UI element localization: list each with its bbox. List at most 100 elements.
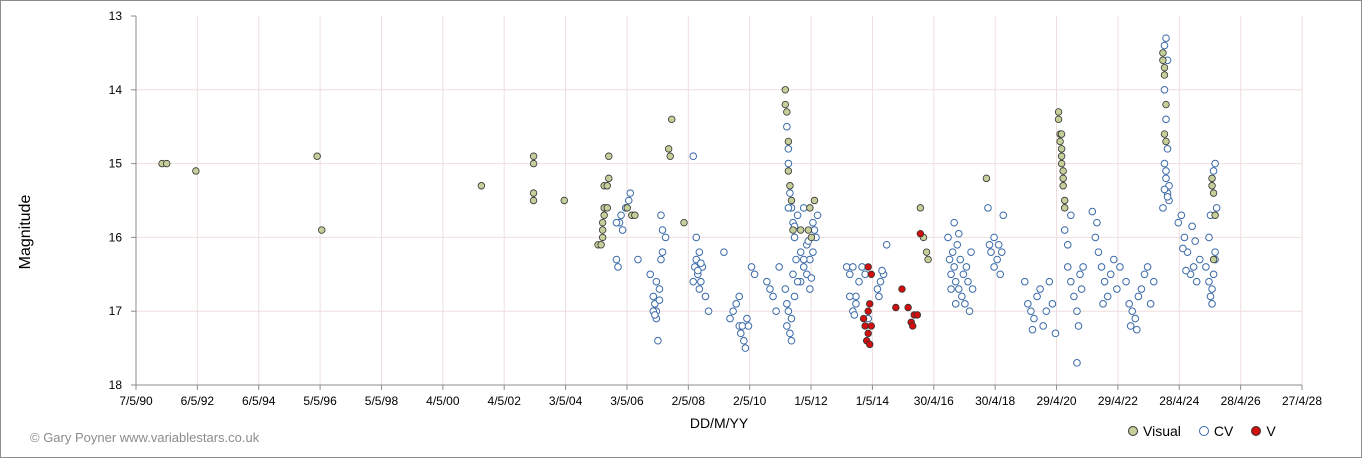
data-point-visual [1057, 130, 1066, 138]
data-point-cv [959, 270, 968, 279]
data-point-cv [1162, 167, 1170, 175]
data-point-v [867, 322, 875, 330]
data-point-v [866, 340, 874, 349]
data-point-cv [985, 240, 994, 249]
data-point-cv [965, 307, 974, 316]
data-point-cv [658, 226, 667, 234]
data-point-cv [852, 292, 860, 301]
legend: Visual CV V [1128, 423, 1276, 439]
data-point-cv [1212, 204, 1221, 212]
data-point-visual [1054, 115, 1063, 124]
data-point-cv [743, 314, 751, 323]
data-point-visual [1209, 255, 1218, 264]
data-point-visual [1060, 204, 1069, 212]
data-point-cv [661, 233, 670, 242]
data-point-cv [855, 277, 863, 286]
data-point-cv [655, 296, 664, 304]
data-point-v [864, 329, 872, 338]
data-point-visual [1057, 145, 1066, 153]
data-point-cv [634, 255, 642, 264]
data-point-v [864, 263, 872, 271]
data-point-visual [1162, 100, 1170, 109]
data-point-cv [1076, 270, 1084, 279]
data-point-cv [649, 292, 658, 301]
data-point-cv [1174, 218, 1183, 227]
data-point-cv [1063, 240, 1072, 249]
data-point-cv [813, 211, 822, 220]
data-point-cv [858, 263, 866, 271]
data-point-cv [1163, 145, 1172, 153]
data-point-visual [1211, 211, 1219, 219]
data-point-visual [786, 182, 794, 190]
x-axis-label: DD/M/YY [689, 415, 749, 431]
data-point-cv [1134, 292, 1143, 301]
data-point-cv [614, 263, 622, 271]
data-point-cv [781, 285, 790, 293]
data-point-cv [876, 277, 885, 286]
data-point-cv [783, 300, 791, 308]
data-point-cv [1094, 248, 1103, 256]
data-point-cv [958, 292, 966, 301]
data-point-visual [1057, 152, 1066, 160]
data-point-cv [655, 285, 664, 293]
data-point-visual [631, 211, 639, 219]
data-point-cv [1182, 266, 1190, 275]
data-point-cv [747, 263, 756, 271]
data-point-visual [1160, 63, 1169, 72]
data-point-cv [1030, 314, 1038, 323]
data-point-cv [612, 255, 621, 264]
data-point-visual [603, 204, 611, 212]
x-tick-label: 30/4/18 [975, 394, 1015, 408]
data-point-cv [882, 240, 891, 249]
x-tick-label: 1/5/14 [856, 394, 890, 408]
data-point-cv [1091, 233, 1100, 242]
data-point-cv [809, 218, 817, 227]
data-point-cv [772, 307, 780, 316]
data-point-cv [626, 189, 635, 197]
data-point-cv [799, 204, 808, 212]
data-point-cv [1067, 277, 1075, 286]
data-point-cv [1042, 307, 1051, 316]
data-point-visual [1059, 182, 1067, 190]
data-point-visual [560, 196, 568, 205]
data-point-cv [1116, 263, 1124, 271]
data-point-visual [163, 159, 171, 168]
data-point-cv [736, 329, 745, 338]
data-point-cv [1205, 277, 1213, 286]
x-tick-label: 3/5/04 [549, 394, 583, 408]
data-point-cv [1126, 322, 1135, 330]
data-point-cv [657, 211, 665, 220]
data-point-visual [664, 145, 673, 153]
data-point-cv [954, 285, 963, 293]
data-point-cv [1140, 270, 1149, 279]
data-point-cv [953, 240, 962, 249]
data-point-visual [1059, 174, 1067, 183]
data-point-cv [1067, 211, 1075, 220]
data-point-cv [783, 322, 791, 330]
data-point-cv [842, 263, 851, 271]
data-point-cv [1122, 277, 1130, 286]
data-point-cv [790, 233, 799, 242]
x-tick-label: 30/4/16 [914, 394, 954, 408]
y-tick-label: 17 [109, 304, 123, 318]
data-point-cv [1189, 263, 1198, 271]
data-point-cv [799, 263, 808, 271]
data-point-cv [1088, 207, 1097, 216]
data-point-visual [1159, 56, 1167, 64]
data-point-visual [781, 100, 790, 109]
data-point-cv [726, 314, 734, 323]
data-point-visual [922, 248, 931, 256]
data-point-cv [1143, 263, 1152, 271]
data-point-cv [1110, 255, 1118, 264]
data-point-visual [603, 182, 611, 190]
data-point-visual [1208, 174, 1216, 183]
data-point-cv [810, 226, 819, 234]
data-point-visual [529, 159, 538, 168]
data-point-cv [1073, 359, 1081, 367]
data-point-visual [598, 226, 607, 234]
legend-item-v: V [1251, 423, 1276, 439]
x-tick-label: 29/4/22 [1098, 394, 1138, 408]
x-tick-label: 4/5/02 [488, 394, 522, 408]
